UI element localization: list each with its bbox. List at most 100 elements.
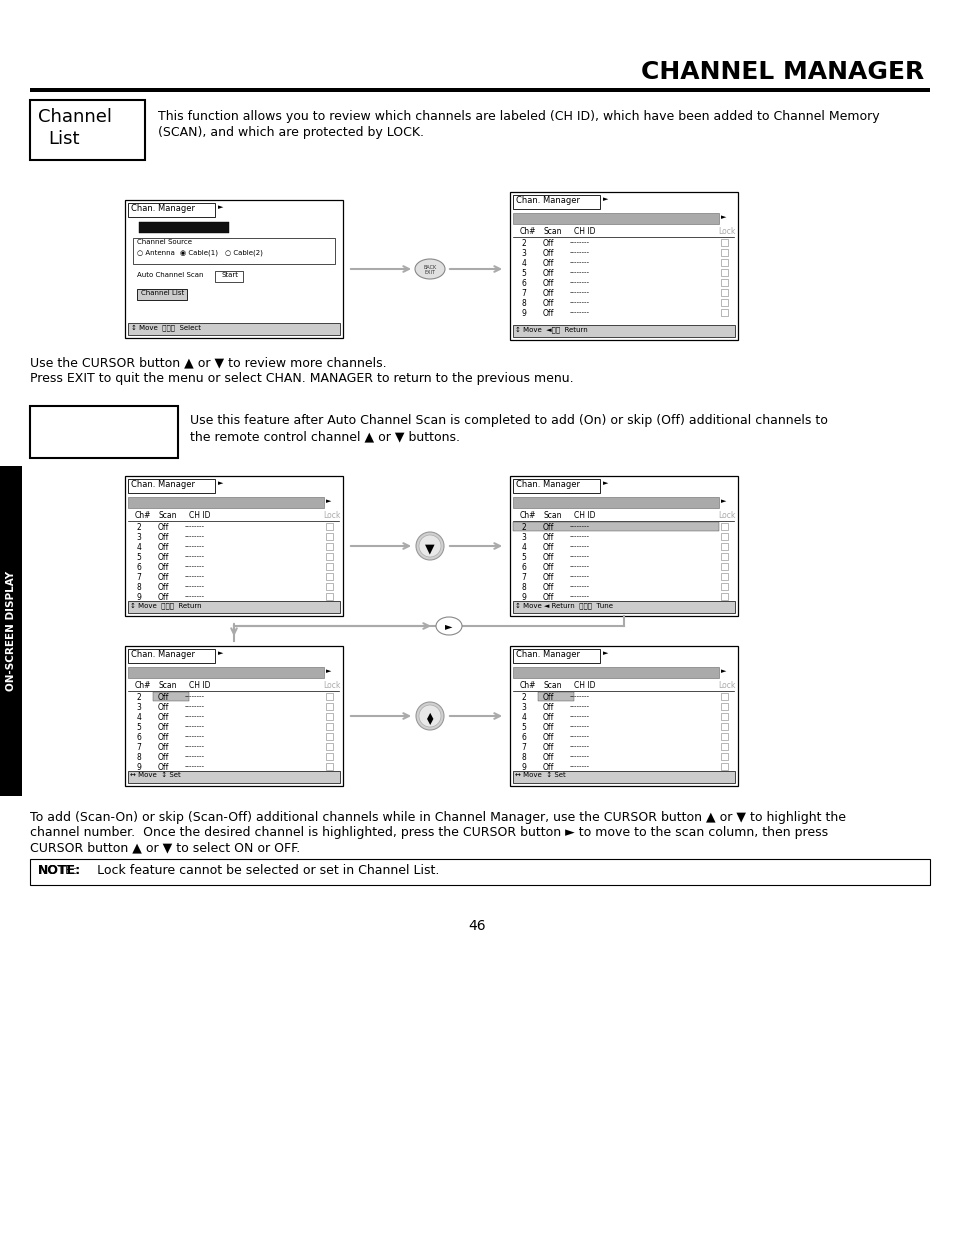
Text: ↕ Move  ◄ⓄⓄ  Return: ↕ Move ◄ⓄⓄ Return bbox=[515, 326, 587, 332]
Text: ►: ► bbox=[218, 480, 223, 487]
Text: Chan. Manager: Chan. Manager bbox=[131, 650, 194, 659]
Text: Lock: Lock bbox=[718, 227, 735, 236]
Text: Off: Off bbox=[542, 299, 554, 308]
Text: BACK: BACK bbox=[423, 266, 436, 270]
Bar bbox=[326, 593, 333, 600]
Text: --------: -------- bbox=[185, 734, 205, 739]
Text: --------: -------- bbox=[569, 763, 589, 769]
Text: Chan. Manager: Chan. Manager bbox=[516, 650, 579, 659]
Bar bbox=[326, 553, 333, 559]
Bar bbox=[30, 100, 145, 161]
Bar bbox=[513, 325, 734, 337]
Text: Off: Off bbox=[542, 543, 554, 552]
Text: ►: ► bbox=[720, 668, 725, 674]
Text: --------: -------- bbox=[569, 743, 589, 748]
Text: Off: Off bbox=[542, 573, 554, 582]
Bar bbox=[326, 693, 333, 700]
Text: 6: 6 bbox=[136, 734, 141, 742]
Text: Start: Start bbox=[222, 272, 239, 278]
Bar bbox=[510, 475, 738, 616]
Text: --------: -------- bbox=[185, 553, 205, 559]
Bar bbox=[513, 650, 599, 663]
Text: --------: -------- bbox=[569, 259, 589, 266]
Text: --------: -------- bbox=[569, 240, 589, 245]
Text: Chan. Manager: Chan. Manager bbox=[131, 204, 194, 212]
Bar bbox=[720, 289, 727, 296]
Bar bbox=[326, 522, 333, 530]
Text: Use this feature after Auto Channel Scan is completed to add (On) or skip (Off) : Use this feature after Auto Channel Scan… bbox=[190, 414, 827, 427]
Text: --------: -------- bbox=[569, 734, 589, 739]
Text: Off: Off bbox=[542, 753, 554, 762]
Text: --------: -------- bbox=[569, 573, 589, 579]
Text: CH ID: CH ID bbox=[574, 227, 595, 236]
Text: --------: -------- bbox=[569, 534, 589, 538]
Text: 2: 2 bbox=[136, 522, 141, 532]
Text: Off: Off bbox=[158, 713, 170, 722]
Text: 7: 7 bbox=[521, 573, 526, 582]
Bar bbox=[720, 713, 727, 720]
Text: channel number.  Once the desired channel is highlighted, press the CURSOR butto: channel number. Once the desired channel… bbox=[30, 826, 827, 839]
Circle shape bbox=[416, 701, 443, 730]
Bar bbox=[513, 212, 719, 224]
Text: Off: Off bbox=[158, 573, 170, 582]
Text: ↕ Move ◄ Return  ⓄⓄⓄ  Tune: ↕ Move ◄ Return ⓄⓄⓄ Tune bbox=[515, 601, 613, 609]
Text: ►: ► bbox=[720, 498, 725, 504]
Text: ↔ Move  ↕ Set: ↔ Move ↕ Set bbox=[515, 772, 565, 778]
Text: ○ Antenna: ○ Antenna bbox=[137, 249, 174, 254]
Text: 2: 2 bbox=[521, 693, 526, 701]
Text: Lock: Lock bbox=[718, 511, 735, 520]
Text: Off: Off bbox=[158, 693, 170, 701]
Text: 3: 3 bbox=[521, 703, 526, 713]
Bar bbox=[128, 667, 324, 678]
Text: NOTE:     Lock feature cannot be selected or set in Channel List.: NOTE: Lock feature cannot be selected or… bbox=[38, 864, 439, 877]
Bar bbox=[128, 479, 214, 493]
Text: --------: -------- bbox=[185, 763, 205, 769]
Text: ↕ Move  ⓄⓄⓄ  Return: ↕ Move ⓄⓄⓄ Return bbox=[130, 601, 201, 609]
Text: ►: ► bbox=[445, 621, 453, 631]
Text: This function allows you to review which channels are labeled (CH ID), which hav: This function allows you to review which… bbox=[158, 110, 879, 124]
Circle shape bbox=[416, 532, 443, 559]
Bar bbox=[0, 466, 22, 797]
Text: ○ Cable(2): ○ Cable(2) bbox=[225, 249, 263, 256]
Text: Ch#: Ch# bbox=[519, 511, 536, 520]
Bar bbox=[152, 692, 189, 701]
Bar bbox=[326, 713, 333, 720]
Text: --------: -------- bbox=[185, 573, 205, 579]
Text: CH ID: CH ID bbox=[189, 680, 211, 690]
Bar bbox=[720, 583, 727, 590]
Text: --------: -------- bbox=[185, 593, 205, 599]
Text: Off: Off bbox=[542, 553, 554, 562]
Bar bbox=[720, 743, 727, 750]
Text: Chan. Manager: Chan. Manager bbox=[131, 480, 194, 489]
Text: --------: -------- bbox=[569, 713, 589, 719]
Text: --------: -------- bbox=[569, 583, 589, 589]
Text: --------: -------- bbox=[569, 703, 589, 709]
Text: 9: 9 bbox=[136, 763, 141, 772]
Bar bbox=[326, 743, 333, 750]
Text: Scan: Scan bbox=[159, 511, 177, 520]
Text: Ch#: Ch# bbox=[519, 680, 536, 690]
Text: Off: Off bbox=[158, 534, 170, 542]
Bar bbox=[720, 543, 727, 550]
Text: ►: ► bbox=[602, 650, 608, 656]
Text: CH ID: CH ID bbox=[574, 511, 595, 520]
Text: --------: -------- bbox=[185, 713, 205, 719]
Text: 7: 7 bbox=[521, 289, 526, 298]
Text: 4: 4 bbox=[136, 543, 141, 552]
Bar bbox=[125, 200, 343, 338]
Text: Ch#: Ch# bbox=[135, 511, 152, 520]
Bar bbox=[720, 279, 727, 287]
Text: Off: Off bbox=[158, 703, 170, 713]
Text: Lock: Lock bbox=[718, 680, 735, 690]
Bar bbox=[513, 667, 719, 678]
Text: --------: -------- bbox=[569, 299, 589, 305]
Text: Off: Off bbox=[158, 593, 170, 601]
Text: --------: -------- bbox=[569, 269, 589, 275]
Text: 3: 3 bbox=[136, 703, 141, 713]
Text: 9: 9 bbox=[136, 593, 141, 601]
Text: --------: -------- bbox=[569, 563, 589, 569]
Text: 46: 46 bbox=[468, 919, 485, 932]
Text: 4: 4 bbox=[136, 713, 141, 722]
Text: ON-SCREEN DISPLAY: ON-SCREEN DISPLAY bbox=[6, 571, 16, 692]
Bar bbox=[326, 763, 333, 769]
